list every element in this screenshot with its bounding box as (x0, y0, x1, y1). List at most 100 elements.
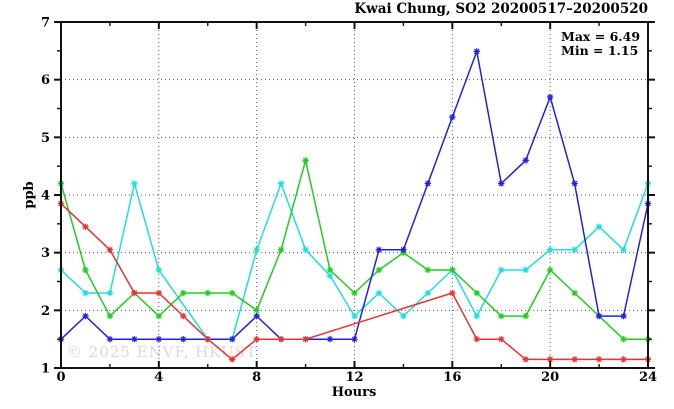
y-tick-label: 6 (41, 73, 50, 88)
marker-cyan-line (546, 246, 554, 253)
marker-blue-line (229, 335, 236, 343)
marker-green-line (326, 266, 334, 274)
y-tick-label: 7 (41, 16, 50, 31)
x-tick-label: 12 (345, 370, 363, 385)
marker-green-line (473, 289, 480, 297)
y-tick-label: 3 (41, 246, 50, 261)
marker-cyan-line (131, 180, 138, 187)
marker-blue-line (473, 48, 480, 55)
marker-red-line (253, 335, 260, 343)
x-tick-label: 24 (639, 370, 657, 385)
marker-red-line (595, 356, 603, 363)
marker-green-line (302, 157, 309, 164)
marker-cyan-line (595, 223, 603, 230)
marker-cyan-line (473, 312, 480, 320)
marker-red-line (131, 289, 138, 297)
marker-green-line (424, 266, 432, 274)
chart-title: Kwai Chung, SO2 20200517–20200520 (354, 1, 648, 17)
marker-red-line (155, 289, 163, 297)
marker-red-line (229, 356, 236, 363)
x-tick-label: 0 (56, 370, 65, 385)
marker-cyan-line (302, 246, 309, 253)
marker-cyan-line (424, 289, 432, 297)
marker-red-line (620, 356, 627, 363)
marker-blue-line (82, 312, 89, 320)
marker-red-line (546, 356, 554, 363)
marker-blue-line (522, 157, 529, 164)
marker-blue-line (351, 335, 358, 343)
series-red-line (57, 200, 652, 363)
y-axis-label: ppb (22, 181, 37, 208)
marker-green-line (106, 312, 114, 320)
marker-green-line (571, 289, 578, 297)
series-path-cyan-line (60, 181, 649, 340)
marker-green-line (155, 312, 163, 320)
marker-cyan-line (375, 289, 383, 297)
x-axis-label: Hours (332, 385, 377, 400)
marker-blue-line (131, 335, 138, 343)
series-path-red-line (60, 203, 648, 361)
marker-red-line (571, 356, 578, 363)
marker-cyan-line (106, 289, 114, 297)
marker-green-line (546, 266, 554, 274)
marker-blue-line (253, 312, 260, 320)
marker-green-line (620, 335, 627, 343)
marker-cyan-line (326, 272, 334, 279)
marker-cyan-line (155, 266, 163, 274)
marker-blue-line (375, 246, 383, 253)
series-cyan-line (57, 180, 652, 343)
marker-green-line (375, 266, 383, 274)
max-annotation: Max = 6.49 (561, 29, 640, 44)
y-tick-label: 5 (41, 131, 50, 146)
marker-red-line (473, 335, 480, 343)
marker-blue-line (424, 180, 432, 187)
marker-blue-line (498, 180, 505, 187)
x-tick-label: 8 (252, 370, 261, 385)
marker-blue-line (155, 335, 163, 343)
marker-blue-line (571, 180, 578, 187)
marker-blue-line (546, 93, 554, 101)
marker-green-line (522, 312, 529, 320)
x-tick-label: 20 (541, 370, 559, 385)
marker-green-line (449, 266, 456, 274)
marker-green-line (180, 289, 187, 297)
marker-cyan-line (571, 246, 578, 253)
marker-green-line (229, 289, 236, 297)
marker-red-line (302, 335, 309, 343)
marker-cyan-line (277, 180, 285, 187)
marker-green-line (82, 266, 89, 274)
y-tick-label: 2 (41, 304, 50, 319)
marker-cyan-line (620, 246, 627, 253)
marker-blue-line (400, 246, 407, 253)
marker-red-line (277, 335, 285, 343)
y-tick-label: 4 (41, 189, 50, 204)
marker-green-line (204, 289, 211, 297)
marker-green-line (498, 312, 505, 320)
min-annotation: Min = 1.15 (561, 43, 638, 58)
marker-blue-line (180, 335, 187, 343)
marker-cyan-line (400, 312, 407, 320)
marker-red-line (180, 312, 187, 320)
x-tick-label: 4 (154, 370, 163, 385)
marker-blue-line (449, 113, 456, 121)
marker-green-line (277, 246, 285, 253)
marker-blue-line (620, 312, 627, 320)
marker-red-line (498, 335, 505, 343)
marker-cyan-line (498, 266, 505, 274)
marker-green-line (253, 307, 260, 314)
marker-red-line (522, 356, 529, 363)
marker-cyan-line (522, 266, 529, 274)
marker-green-line (351, 289, 358, 297)
marker-red-line (106, 246, 114, 253)
watermark: © 2025 ENVF, HKUST (67, 343, 257, 361)
x-tick-label: 16 (443, 370, 461, 385)
y-tick-label: 1 (41, 362, 50, 377)
marker-cyan-line (351, 312, 358, 320)
marker-blue-line (326, 335, 334, 343)
marker-cyan-line (253, 246, 260, 253)
marker-red-line (82, 223, 89, 230)
marker-red-line (204, 335, 211, 343)
